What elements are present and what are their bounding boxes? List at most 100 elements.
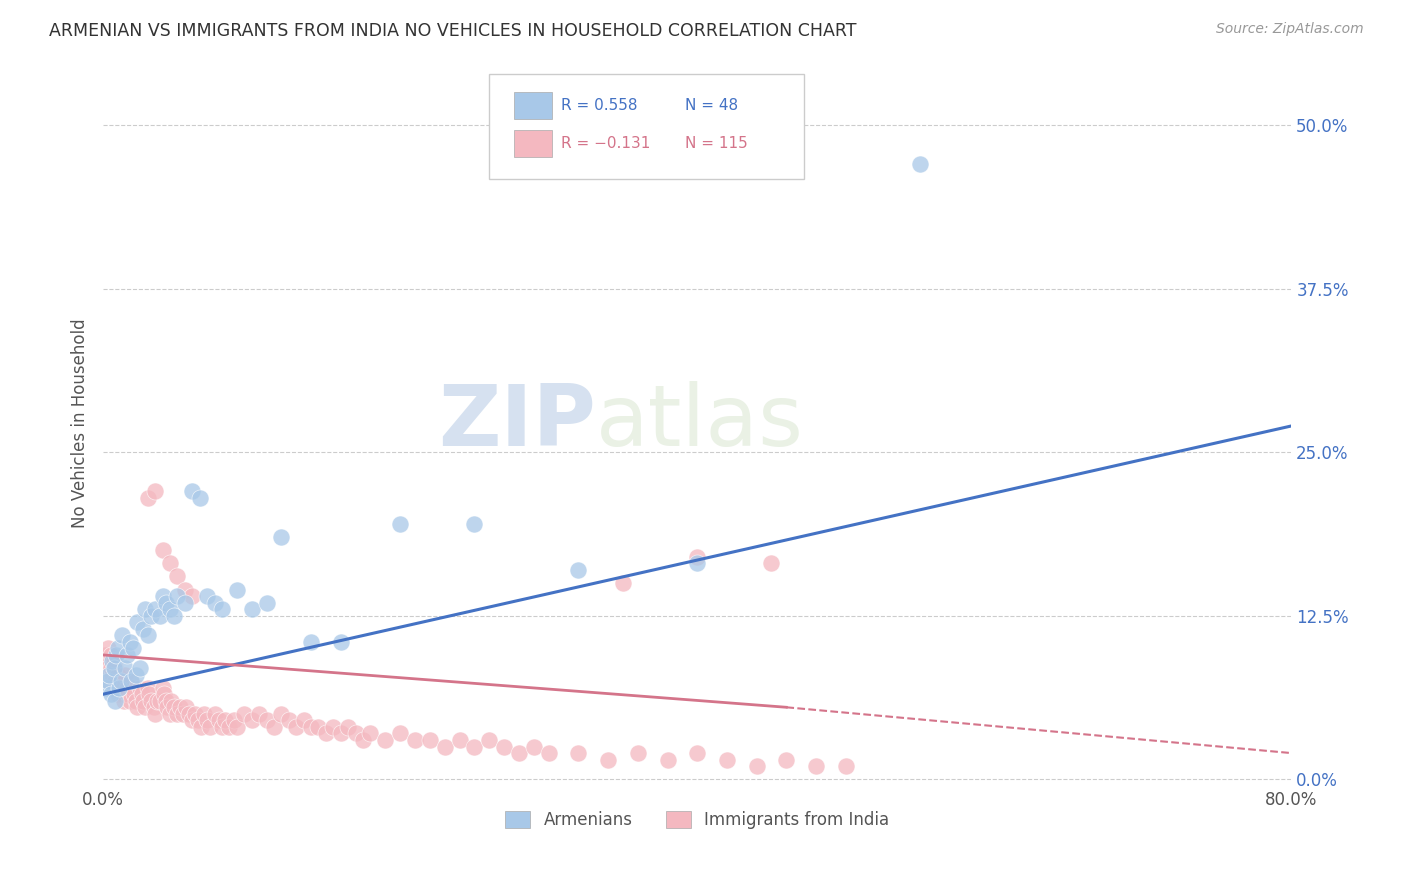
- Point: [143, 484, 166, 499]
- Point: [211, 720, 233, 734]
- Point: [152, 681, 174, 695]
- Point: [100, 648, 122, 662]
- Point: [389, 517, 412, 532]
- Point: [329, 635, 352, 649]
- Point: [101, 667, 124, 681]
- Point: [155, 694, 177, 708]
- Point: [120, 674, 142, 689]
- Text: R = 0.558: R = 0.558: [561, 98, 637, 113]
- Point: [121, 681, 143, 695]
- Point: [108, 681, 131, 695]
- Point: [160, 694, 183, 708]
- FancyBboxPatch shape: [489, 74, 804, 179]
- Y-axis label: No Vehicles in Household: No Vehicles in Household: [72, 318, 89, 527]
- Point: [190, 720, 212, 734]
- Point: [166, 589, 188, 603]
- Point: [136, 628, 159, 642]
- Point: [449, 733, 471, 747]
- Point: [139, 608, 162, 623]
- Point: [97, 661, 120, 675]
- Point: [270, 706, 292, 721]
- Point: [612, 576, 634, 591]
- Point: [111, 687, 134, 701]
- Point: [103, 661, 125, 675]
- Point: [494, 739, 516, 754]
- Point: [208, 714, 231, 728]
- Point: [172, 706, 194, 721]
- Point: [225, 720, 247, 734]
- Point: [105, 648, 128, 662]
- Point: [132, 694, 155, 708]
- Point: [478, 733, 501, 747]
- Point: [163, 700, 186, 714]
- Point: [159, 557, 181, 571]
- Point: [120, 674, 142, 689]
- Point: [761, 557, 783, 571]
- Point: [142, 700, 165, 714]
- Point: [222, 714, 245, 728]
- Point: [389, 726, 412, 740]
- Point: [835, 759, 858, 773]
- Point: [138, 687, 160, 701]
- Point: [114, 667, 136, 681]
- Point: [463, 739, 485, 754]
- Point: [125, 667, 148, 681]
- Point: [344, 726, 367, 740]
- Point: [299, 720, 322, 734]
- Point: [103, 681, 125, 695]
- Point: [240, 602, 263, 616]
- Point: [134, 602, 156, 616]
- Point: [181, 714, 204, 728]
- Point: [159, 706, 181, 721]
- Point: [127, 615, 149, 630]
- Text: R = −0.131: R = −0.131: [561, 136, 650, 151]
- Point: [627, 746, 650, 760]
- Point: [745, 759, 768, 773]
- Text: ZIP: ZIP: [439, 381, 596, 464]
- Point: [804, 759, 827, 773]
- Point: [153, 687, 176, 701]
- Point: [129, 681, 152, 695]
- Point: [169, 700, 191, 714]
- Point: [214, 714, 236, 728]
- Point: [322, 720, 344, 734]
- Point: [145, 694, 167, 708]
- Point: [118, 694, 141, 708]
- Point: [108, 674, 131, 689]
- Point: [195, 589, 218, 603]
- Point: [132, 622, 155, 636]
- Point: [107, 667, 129, 681]
- Point: [136, 491, 159, 505]
- Point: [270, 530, 292, 544]
- Point: [240, 714, 263, 728]
- Point: [686, 549, 709, 564]
- Point: [127, 700, 149, 714]
- Point: [152, 589, 174, 603]
- Point: [139, 694, 162, 708]
- Point: [103, 655, 125, 669]
- Point: [173, 596, 195, 610]
- Point: [285, 720, 308, 734]
- Legend: Armenians, Immigrants from India: Armenians, Immigrants from India: [499, 804, 896, 836]
- Point: [114, 661, 136, 675]
- Point: [181, 589, 204, 603]
- Point: [125, 694, 148, 708]
- Point: [247, 706, 270, 721]
- Point: [256, 714, 278, 728]
- Point: [148, 608, 170, 623]
- Point: [98, 667, 121, 681]
- Point: [908, 157, 931, 171]
- Point: [193, 706, 215, 721]
- Point: [143, 706, 166, 721]
- Point: [308, 720, 330, 734]
- Point: [716, 753, 738, 767]
- Point: [110, 681, 132, 695]
- Point: [118, 635, 141, 649]
- Point: [657, 753, 679, 767]
- Text: atlas: atlas: [596, 381, 804, 464]
- Point: [136, 681, 159, 695]
- Point: [211, 602, 233, 616]
- Point: [329, 726, 352, 740]
- Point: [155, 596, 177, 610]
- Point: [187, 714, 209, 728]
